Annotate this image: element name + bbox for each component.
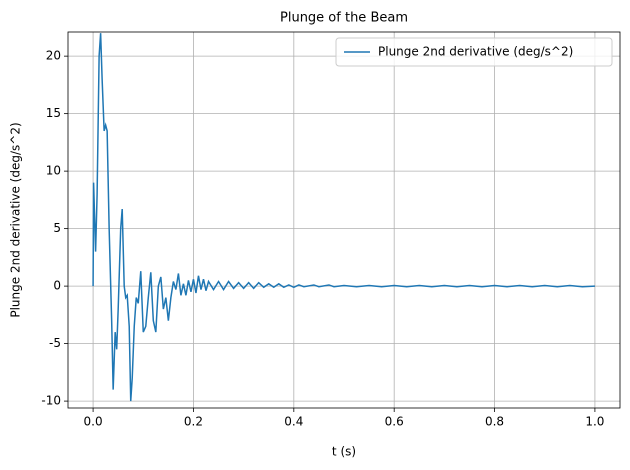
x-tick-label: 0.6: [385, 415, 404, 429]
x-tick-label: 0.4: [284, 415, 303, 429]
y-tick-label: 10: [46, 164, 61, 178]
y-axis-label: Plunge 2nd derivative (deg/s^2): [9, 122, 23, 317]
chart-title: Plunge of the Beam: [280, 11, 408, 26]
x-tick-label: 0.0: [84, 415, 103, 429]
data-line: [92, 33, 595, 402]
x-axis-label: t (s): [332, 445, 356, 459]
y-tick-label: 0: [53, 279, 61, 293]
y-tick-label: -10: [41, 394, 61, 408]
plot-frame: [67, 31, 621, 409]
y-tick-label: 5: [53, 221, 61, 235]
x-tick-label: 0.2: [184, 415, 203, 429]
x-tick-label: 0.8: [485, 415, 504, 429]
legend-label: Plunge 2nd derivative (deg/s^2): [378, 45, 573, 59]
x-tick-label: 1.0: [585, 415, 604, 429]
y-tick-label: 15: [46, 106, 61, 120]
y-tick-label: 20: [46, 49, 61, 63]
legend-box: [335, 37, 613, 67]
y-tick-label: -5: [49, 336, 61, 350]
